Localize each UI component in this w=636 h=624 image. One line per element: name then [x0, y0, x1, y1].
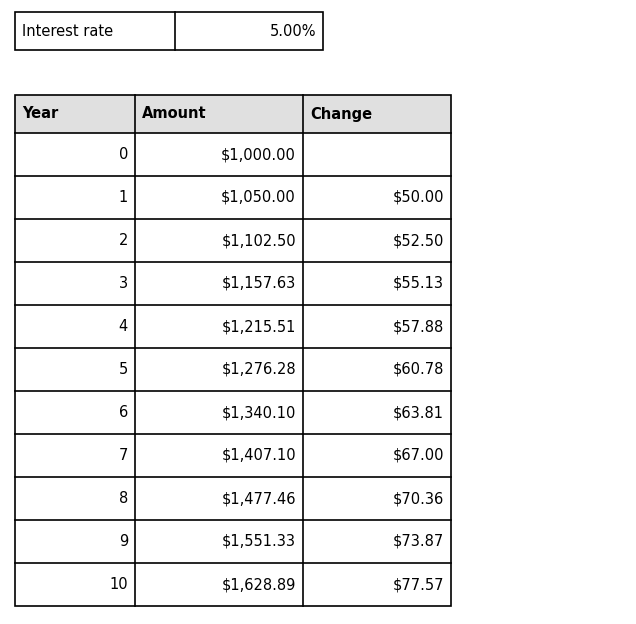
Text: 6: 6	[119, 405, 128, 420]
Text: $73.87: $73.87	[393, 534, 444, 549]
Text: $67.00: $67.00	[392, 448, 444, 463]
Text: Amount: Amount	[142, 107, 207, 122]
Text: $55.13: $55.13	[393, 276, 444, 291]
Text: $63.81: $63.81	[393, 405, 444, 420]
Text: $1,050.00: $1,050.00	[221, 190, 296, 205]
Text: $60.78: $60.78	[392, 362, 444, 377]
Text: $1,628.89: $1,628.89	[221, 577, 296, 592]
Text: 9: 9	[119, 534, 128, 549]
Bar	[15, 95, 451, 133]
Text: $1,157.63: $1,157.63	[222, 276, 296, 291]
Text: Interest rate: Interest rate	[22, 24, 113, 39]
Bar	[15, 133, 451, 606]
Text: $1,276.28: $1,276.28	[221, 362, 296, 377]
Text: 0: 0	[119, 147, 128, 162]
Text: 2: 2	[119, 233, 128, 248]
Text: $1,000.00: $1,000.00	[221, 147, 296, 162]
Text: Change: Change	[310, 107, 372, 122]
Text: 10: 10	[109, 577, 128, 592]
Text: $1,102.50: $1,102.50	[221, 233, 296, 248]
Text: $1,340.10: $1,340.10	[221, 405, 296, 420]
Text: $52.50: $52.50	[392, 233, 444, 248]
Bar	[15, 12, 323, 50]
Text: 4: 4	[119, 319, 128, 334]
Bar	[15, 95, 451, 606]
Text: $57.88: $57.88	[393, 319, 444, 334]
Text: Year: Year	[22, 107, 59, 122]
Text: $1,407.10: $1,407.10	[221, 448, 296, 463]
Text: $50.00: $50.00	[392, 190, 444, 205]
Text: 5.00%: 5.00%	[270, 24, 316, 39]
Text: $70.36: $70.36	[393, 491, 444, 506]
Text: $1,551.33: $1,551.33	[222, 534, 296, 549]
Text: 1: 1	[119, 190, 128, 205]
Text: 5: 5	[119, 362, 128, 377]
Text: 3: 3	[119, 276, 128, 291]
Text: $1,215.51: $1,215.51	[221, 319, 296, 334]
Text: $77.57: $77.57	[392, 577, 444, 592]
Text: $1,477.46: $1,477.46	[221, 491, 296, 506]
Text: 7: 7	[119, 448, 128, 463]
Text: 8: 8	[119, 491, 128, 506]
